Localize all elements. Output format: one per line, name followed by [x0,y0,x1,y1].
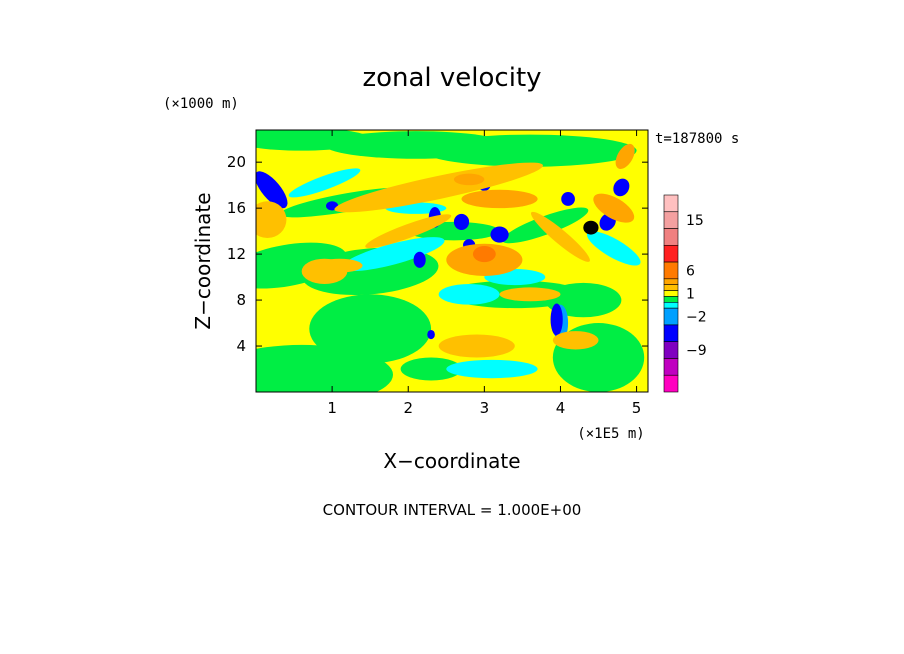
colorbar-band [663,324,679,343]
heatmap-cell [461,189,538,209]
x-unit-label: (×1E5 m) [577,426,644,442]
x-tick-label: 4 [556,399,566,417]
y-tick-label: 12 [227,245,246,263]
heatmap-cell [438,334,515,358]
colorbar-band [663,302,679,309]
heatmap-cell [490,226,509,243]
heatmap-cell [400,357,462,381]
heatmap-cell [499,287,561,302]
heatmap-cell [363,186,423,207]
heatmap-cell [583,220,599,235]
y-tick-label: 4 [236,337,246,355]
y-unit-label: (×1000 m) [163,96,239,112]
heatmap-cell [446,359,538,379]
colorbar-band [663,358,679,376]
heatmap-cell [438,283,500,305]
heatmap-cell [423,134,637,167]
heatmap-cell [256,201,287,239]
heatmap-cell [552,331,599,350]
y-tick-label: 16 [227,199,246,217]
x-tick-label: 2 [403,399,413,417]
colorbar-label: −9 [686,343,707,359]
heatmap-cell [613,178,630,197]
heatmap-cell [453,213,470,230]
colorbar-band [663,374,679,393]
y-axis-label: Z−coordinate [191,192,215,329]
colorbar-band [663,296,679,303]
heatmap-cell [472,246,496,263]
colorbar [663,194,679,393]
colorbar-band [663,244,679,263]
contour-interval-label: CONTOUR INTERVAL = 1.000E+00 [323,501,582,519]
colorbar-label: 15 [686,213,704,229]
y-tick-label: 8 [236,291,246,309]
colorbar-band [663,261,679,280]
heatmap-cell [256,171,288,209]
colorbar-band [663,278,679,285]
heatmap-cell [365,214,452,249]
heatmap-cell [427,329,435,340]
colorbar-label: 1 [686,287,695,303]
x-tick-label: 1 [327,399,337,417]
x-axis-label: X−coordinate [383,449,520,473]
x-tick-label: 5 [632,399,642,417]
colorbar-band [663,290,679,297]
plot-frame [255,129,649,393]
heatmap-cell [316,258,363,273]
heatmap-cell [550,303,563,336]
colorbar-band [663,228,679,246]
colorbar-band [663,341,679,359]
heatmap-cell [309,294,432,364]
chart-title: zonal velocity [362,63,541,93]
colorbar-band [663,211,679,229]
heatmap-cell [530,211,590,262]
colorbar-label: 6 [686,263,695,279]
colorbar-band [663,284,679,291]
heatmap-cell [453,173,485,186]
x-tick-label: 3 [480,399,490,417]
colorbar-band [663,194,679,213]
heatmap-cell [341,237,445,272]
heatmap-cell [586,231,641,266]
y-tick-label: 20 [227,153,246,171]
heatmap-cell [561,192,575,206]
heatmap-cell [288,168,361,198]
heatmap-field [256,130,648,392]
heatmap-cell [615,143,635,169]
heatmap-cell [413,251,426,268]
heatmap-cell [593,193,635,223]
colorbar-label: −2 [686,310,707,326]
time-label: t=187800 s [655,131,739,147]
colorbar-band [663,307,679,326]
